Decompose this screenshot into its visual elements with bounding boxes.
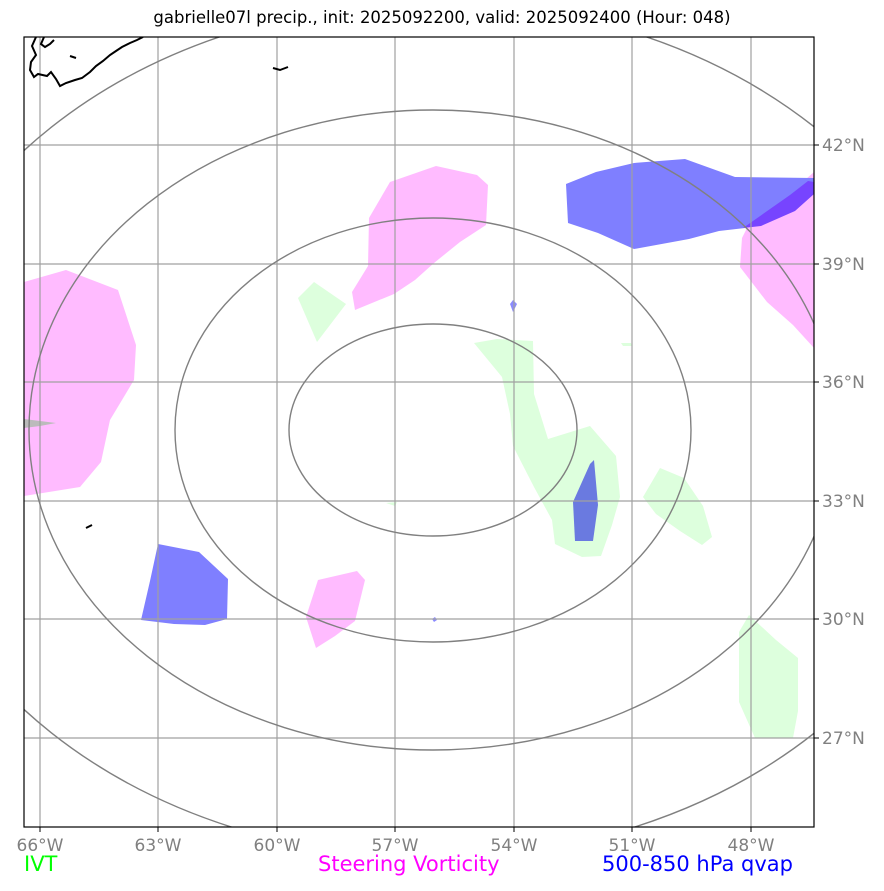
lat-label: 33°N [822, 492, 865, 512]
qvap-region [566, 159, 814, 249]
qvap-region [743, 181, 814, 228]
lat-label: 27°N [822, 729, 865, 749]
qvap-region [141, 544, 228, 625]
plot-frame [23, 36, 815, 828]
ivt-region [474, 339, 620, 557]
range-rings [24, 37, 814, 827]
lat-label: 42°N [822, 136, 865, 156]
vorticity-regions [24, 166, 814, 648]
lat-labels: 42°N 39°N 36°N 33°N 30°N 27°N [822, 136, 865, 749]
map-title: gabrielle07l precip., init: 2025092200, … [153, 8, 731, 27]
lon-label: 60°W [254, 836, 301, 856]
island-3 [85, 524, 93, 529]
range-ring-3 [28, 109, 814, 751]
lon-label: 63°W [135, 836, 182, 856]
vorticity-region [24, 270, 136, 496]
ivt-regions [298, 282, 798, 738]
ivt-region [621, 343, 632, 346]
range-ring-2 [174, 217, 692, 643]
legend-qvap: 500-850 hPa qvap [602, 852, 793, 876]
lon-label: 54°W [491, 836, 538, 856]
island-1 [272, 66, 289, 72]
ivt-region [739, 615, 798, 738]
coast-fragment [39, 37, 55, 49]
lon-labels: 66°W 63°W 60°W 57°W 54°W 51°W 48°W [17, 836, 775, 856]
coastlines [28, 37, 289, 529]
nova-scotia-coast [28, 37, 144, 88]
lon-label: 57°W [372, 836, 419, 856]
lon-label: 48°W [728, 836, 775, 856]
ivt-region [643, 468, 712, 545]
lon-label: 51°W [609, 836, 656, 856]
tick-marks [39, 144, 819, 832]
island-2 [69, 55, 77, 59]
graticule [24, 37, 814, 827]
lat-label: 39°N [822, 255, 865, 275]
range-ring-1 [288, 323, 578, 537]
lon-label: 66°W [17, 836, 64, 856]
legend-ivt: IVT [24, 852, 58, 876]
ivt-region [386, 502, 397, 506]
vorticity-region [306, 571, 365, 648]
lat-label: 36°N [822, 373, 865, 393]
ivt-region [298, 282, 346, 342]
lat-label: 30°N [822, 610, 865, 630]
vorticity-region [352, 166, 488, 310]
legend-steering-vorticity: Steering Vorticity [318, 852, 500, 876]
